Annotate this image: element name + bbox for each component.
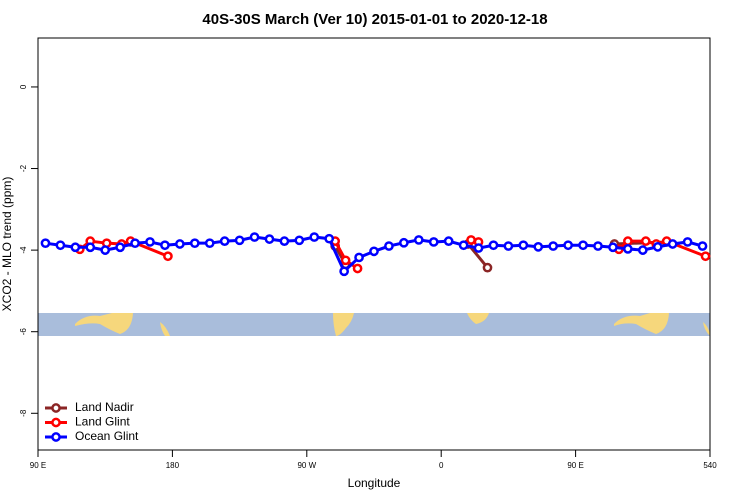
plot-frame xyxy=(37,37,711,451)
legend-label: Ocean Glint xyxy=(75,429,139,443)
x-tick-label: 0 xyxy=(439,461,444,470)
point xyxy=(219,236,230,246)
point xyxy=(324,233,335,244)
point xyxy=(578,240,588,251)
legend-marker xyxy=(51,432,61,442)
point xyxy=(623,236,633,246)
legend-marker xyxy=(51,403,61,413)
point xyxy=(593,241,603,251)
x-tick-label: 180 xyxy=(166,461,180,470)
point xyxy=(637,245,648,255)
point xyxy=(160,240,170,251)
point xyxy=(352,263,363,274)
point xyxy=(189,238,200,249)
point xyxy=(488,240,499,251)
legend-label: Land Glint xyxy=(75,415,130,429)
point xyxy=(518,240,529,251)
point xyxy=(249,232,260,242)
x-tick-label: 90 W xyxy=(297,461,316,470)
point xyxy=(697,241,708,251)
map-strip xyxy=(38,313,710,336)
point xyxy=(279,236,290,246)
x-tick-label: 90 E xyxy=(567,461,583,470)
point xyxy=(85,242,96,253)
point xyxy=(234,235,245,246)
y-tick-label: -2 xyxy=(19,164,28,172)
point xyxy=(70,242,81,253)
point xyxy=(55,240,66,251)
point xyxy=(652,242,663,252)
point xyxy=(466,235,476,245)
point xyxy=(204,238,215,249)
point xyxy=(163,251,173,262)
point xyxy=(563,240,573,251)
y-tick-label: -6 xyxy=(19,328,28,336)
legend-marker xyxy=(51,417,61,428)
point xyxy=(458,240,469,251)
point xyxy=(339,266,349,277)
point xyxy=(413,235,424,245)
point xyxy=(473,243,484,253)
y-tick-label: -8 xyxy=(19,409,28,417)
point xyxy=(667,239,678,249)
point xyxy=(145,237,155,247)
point xyxy=(682,237,693,247)
point xyxy=(608,242,618,253)
x-axis-label: Longitude xyxy=(348,476,401,490)
chart-title: 40S-30S March (Ver 10) 2015-01-01 to 202… xyxy=(202,11,547,28)
x-tick-label: 540 xyxy=(703,461,717,470)
point xyxy=(40,238,51,249)
point xyxy=(175,239,185,249)
point xyxy=(548,241,559,251)
point xyxy=(533,242,544,252)
point xyxy=(384,241,394,251)
point xyxy=(700,251,711,262)
y-tick-label: -4 xyxy=(19,246,28,254)
point xyxy=(623,244,633,254)
point xyxy=(309,232,320,242)
point xyxy=(354,252,364,263)
point xyxy=(503,241,514,251)
point xyxy=(640,236,651,246)
point xyxy=(115,242,125,253)
y-axis-label: XCO2 - MLO trend (ppm) xyxy=(0,177,14,312)
y-tick-label: 0 xyxy=(19,84,28,89)
legend-label: Land Nadir xyxy=(75,400,134,414)
point xyxy=(340,255,351,266)
point xyxy=(443,236,454,246)
point xyxy=(369,246,379,257)
point xyxy=(264,234,275,244)
point xyxy=(130,238,140,249)
point xyxy=(100,245,111,255)
point xyxy=(482,262,493,273)
point xyxy=(294,235,305,246)
point xyxy=(428,237,439,247)
x-tick-label: 90 E xyxy=(30,461,46,470)
point xyxy=(399,237,409,248)
